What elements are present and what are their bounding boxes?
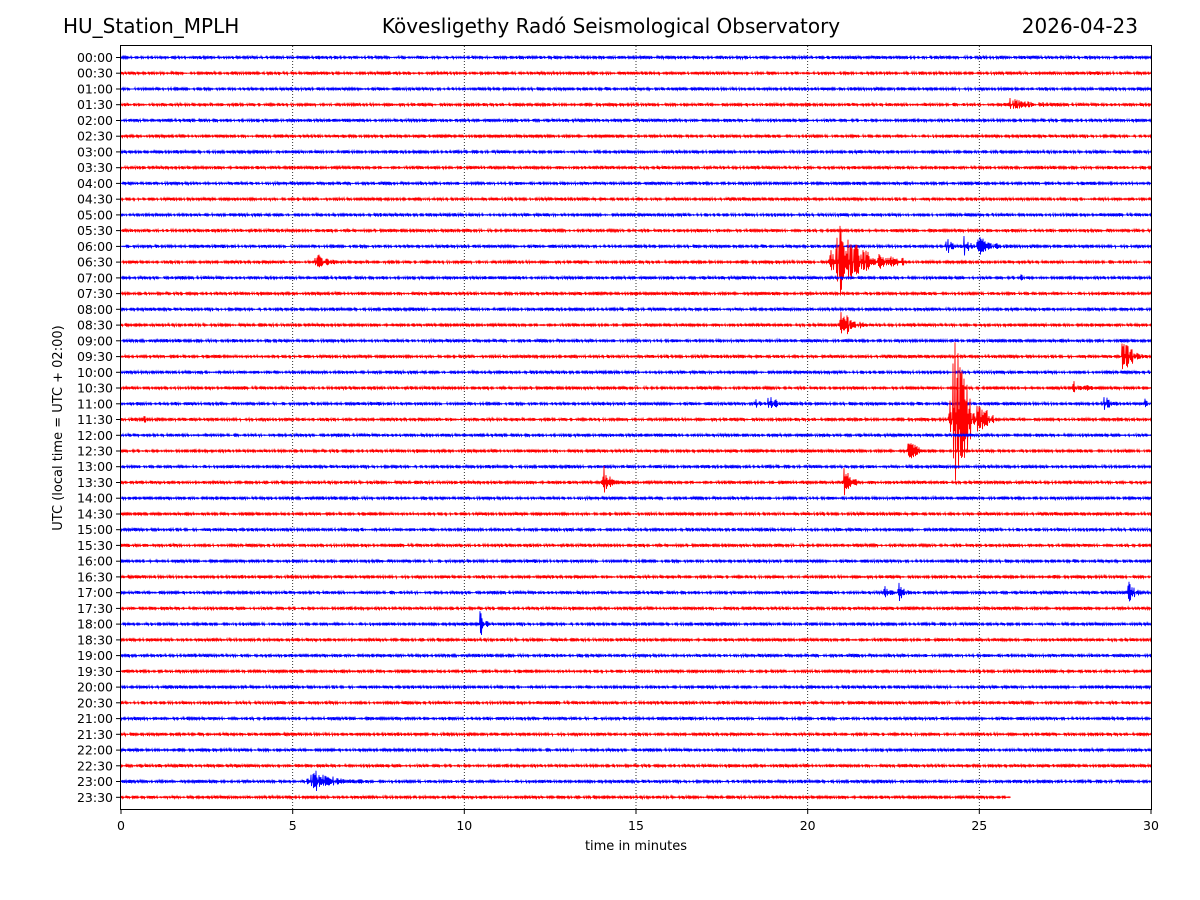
ytick-label: 18:30 [77, 632, 113, 647]
xtick-label: 5 [289, 818, 297, 833]
x-axis-ticks: 0 5 10 15 20 25 30 [117, 809, 1159, 833]
trace-row-2100 [121, 717, 1152, 721]
trace-row-1830 [121, 638, 1152, 641]
ytick-label: 11:30 [77, 412, 113, 427]
ytick-label: 01:30 [77, 97, 113, 112]
ytick-label: 15:30 [77, 538, 113, 553]
trace-row-1930 [121, 670, 1152, 674]
ytick-label: 12:30 [77, 444, 113, 459]
ytick-label: 02:00 [77, 113, 113, 128]
xtick-label: 20 [800, 818, 816, 833]
ytick-label: 06:00 [77, 239, 113, 254]
trace-row-2000 [121, 685, 1152, 689]
trace-row-0500 [121, 213, 1152, 217]
trace-row-1530 [121, 544, 1152, 548]
xtick-label: 15 [628, 818, 644, 833]
trace-row-0030 [121, 71, 1152, 75]
ytick-label: 01:00 [77, 82, 113, 97]
trace-row-1600 [121, 559, 1152, 563]
ytick-label: 08:30 [77, 318, 113, 333]
trace-row-1300 [121, 465, 1152, 469]
ytick-label: 00:00 [77, 50, 113, 65]
y-axis-ticks: 00:0000:3001:0001:3002:0002:3003:0003:30… [77, 50, 121, 805]
helicorder-plot: 00:0000:3001:0001:3002:0002:3003:0003:30… [0, 0, 1200, 900]
trace-row-0630 [121, 226, 1152, 296]
ytick-label: 20:00 [77, 680, 113, 695]
ytick-label: 21:30 [77, 727, 113, 742]
ytick-label: 19:00 [77, 648, 113, 663]
trace-row-0930 [121, 344, 1152, 370]
ytick-label: 21:00 [77, 711, 113, 726]
xtick-label: 0 [117, 818, 125, 833]
trace-row-1730 [121, 607, 1152, 611]
ytick-label: 07:00 [77, 270, 113, 285]
trace-row-2230 [121, 764, 1152, 768]
ytick-label: 04:00 [77, 176, 113, 191]
trace-row-1900 [121, 654, 1152, 658]
ytick-label: 03:00 [77, 144, 113, 159]
ytick-label: 05:00 [77, 207, 113, 222]
ytick-label: 23:00 [77, 774, 113, 789]
trace-row-1200 [121, 433, 1152, 437]
trace-row-2330 [121, 795, 1011, 798]
trace-row-0730 [121, 292, 1152, 296]
ytick-label: 23:30 [77, 790, 113, 805]
trace-row-2130 [121, 732, 1152, 736]
ytick-label: 12:00 [77, 428, 113, 443]
xtick-label: 10 [456, 818, 472, 833]
ytick-label: 17:30 [77, 601, 113, 616]
trace-row-0430 [121, 197, 1152, 201]
trace-row-2030 [121, 701, 1152, 705]
trace-row-1500 [121, 528, 1152, 532]
ytick-label: 15:00 [77, 522, 113, 537]
ytick-label: 13:30 [77, 475, 113, 490]
trace-row-2200 [121, 748, 1152, 752]
vertical-gridlines [293, 46, 980, 809]
ytick-label: 03:30 [77, 160, 113, 175]
trace-row-1100 [121, 397, 1152, 410]
trace-row-1430 [121, 512, 1152, 516]
ytick-label: 20:30 [77, 695, 113, 710]
trace-row-0100 [121, 87, 1152, 91]
y-axis-label: UTC (local time = UTC + 02:00) [51, 325, 66, 530]
trace-row-1130 [121, 342, 1152, 480]
ytick-label: 22:00 [77, 743, 113, 758]
ytick-label: 07:30 [77, 286, 113, 301]
ytick-label: 04:30 [77, 192, 113, 207]
ytick-label: 10:00 [77, 365, 113, 380]
ytick-label: 05:30 [77, 223, 113, 238]
trace-row-0130 [121, 98, 1152, 109]
trace-row-0700 [121, 274, 1152, 280]
trace-row-0830 [121, 312, 1152, 334]
trace-row-1630 [121, 575, 1152, 579]
trace-row-0000 [121, 56, 1152, 60]
ytick-label: 02:30 [77, 129, 113, 144]
xtick-label: 25 [971, 818, 987, 833]
trace-row-0230 [121, 134, 1152, 138]
trace-row-0900 [121, 339, 1152, 343]
ytick-label: 09:30 [77, 349, 113, 364]
ytick-label: 17:00 [77, 585, 113, 600]
ytick-label: 11:00 [77, 396, 113, 411]
ytick-label: 18:00 [77, 617, 113, 632]
ytick-label: 09:00 [77, 333, 113, 348]
ytick-label: 10:30 [77, 381, 113, 396]
ytick-label: 14:30 [77, 507, 113, 522]
ytick-label: 00:30 [77, 66, 113, 81]
ytick-label: 13:00 [77, 459, 113, 474]
ytick-label: 08:00 [77, 302, 113, 317]
trace-row-0300 [121, 150, 1152, 154]
ytick-label: 16:30 [77, 569, 113, 584]
ytick-label: 14:00 [77, 491, 113, 506]
ytick-label: 22:30 [77, 758, 113, 773]
ytick-label: 16:00 [77, 554, 113, 569]
xtick-label: 30 [1143, 818, 1159, 833]
ytick-label: 06:30 [77, 255, 113, 270]
x-axis-label: time in minutes [585, 839, 687, 854]
ytick-label: 19:30 [77, 664, 113, 679]
